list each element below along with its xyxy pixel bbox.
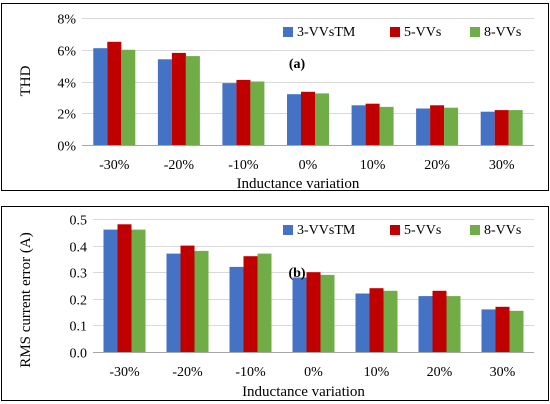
- x-tick-label: 30%: [489, 158, 515, 173]
- x-tick-label: 0%: [304, 365, 323, 380]
- x-tick-label: -30%: [109, 365, 140, 380]
- x-tick-label: 20%: [424, 158, 450, 173]
- y-tick-label: 0.4: [70, 241, 88, 256]
- legend-swatch-3-vvstm: [283, 225, 293, 235]
- y-axis-title: RMS current error (A): [18, 232, 34, 367]
- x-tick-label: -20%: [172, 365, 203, 380]
- legend-swatch-3-vvstm: [283, 27, 293, 37]
- bar-8-vvs--20%: [185, 56, 200, 145]
- x-axis-title: Inductance variation: [242, 384, 365, 400]
- bar-3-vvstm-20%: [418, 296, 433, 352]
- legend-swatch-8-vvs: [470, 27, 480, 37]
- bar-5-vvs--30%: [107, 41, 122, 145]
- y-tick-label: 0.1: [70, 320, 88, 335]
- bar-8-vvs-10%: [379, 106, 394, 145]
- y-tick-label: 0.5: [70, 214, 88, 229]
- bar-3-vvstm-30%: [481, 309, 496, 352]
- bar-3-vvstm-10%: [351, 105, 366, 145]
- x-tick-label: 10%: [364, 365, 390, 380]
- x-tick-label: -10%: [235, 365, 266, 380]
- legend-label: 3-VVsTM: [297, 223, 356, 238]
- bar-5-vvs-30%: [494, 110, 509, 145]
- bar-8-vvs-30%: [509, 310, 524, 352]
- panel-frame: [1, 3, 549, 191]
- bar-8-vvs-0%: [315, 93, 329, 145]
- y-tick-label: 0.0: [70, 347, 88, 362]
- bar-8-vvs-20%: [444, 107, 459, 145]
- legend-label: 8-VVs: [484, 25, 521, 40]
- bar-8-vvs--30%: [131, 229, 146, 352]
- legend-label: 5-VVs: [404, 25, 441, 40]
- bar-3-vvstm-20%: [416, 108, 431, 145]
- y-tick-label: 0.3: [70, 267, 88, 282]
- bar-5-vvs--20%: [180, 245, 195, 352]
- x-tick-label: -30%: [99, 158, 130, 173]
- legend-swatch-8-vvs: [470, 225, 480, 235]
- bar-8-vvs--10%: [250, 81, 265, 145]
- bar-5-vvs--20%: [171, 52, 186, 145]
- panel-frame: [1, 206, 549, 401]
- bar-5-vvs--10%: [236, 79, 251, 145]
- y-tick-label: 6%: [57, 45, 76, 60]
- legend-swatch-5-vvs: [390, 225, 400, 235]
- legend-label: 8-VVs: [484, 223, 521, 238]
- x-tick-label: 20%: [427, 365, 453, 380]
- legend-label: 5-VVs: [404, 223, 441, 238]
- bar-8-vvs-10%: [383, 290, 398, 352]
- bar-5-vvs-20%: [432, 290, 447, 352]
- x-tick-label: 0%: [299, 158, 318, 173]
- bar-5-vvs-10%: [365, 103, 380, 145]
- legend-swatch-5-vvs: [390, 27, 400, 37]
- y-axis-title: THD: [18, 65, 34, 96]
- bar-3-vvstm--20%: [157, 59, 172, 145]
- bar-8-vvs-0%: [320, 274, 335, 352]
- bar-8-vvs--20%: [194, 250, 209, 352]
- x-tick-label: 10%: [360, 158, 386, 173]
- bar-8-vvs-30%: [508, 110, 523, 145]
- x-tick-label: -10%: [228, 158, 259, 173]
- bar-3-vvstm--30%: [103, 229, 118, 352]
- bar-3-vvstm--10%: [229, 266, 244, 352]
- y-tick-label: 2%: [57, 108, 76, 123]
- y-tick-label: 8%: [57, 13, 76, 28]
- bar-3-vvstm--10%: [222, 83, 237, 145]
- y-tick-label: 0.2: [70, 294, 88, 309]
- bar-5-vvs-20%: [430, 105, 445, 145]
- bar-5-vvs--30%: [117, 224, 132, 352]
- x-tick-label: 30%: [490, 365, 516, 380]
- bar-8-vvs--30%: [121, 49, 136, 146]
- bar-3-vvstm-10%: [355, 293, 370, 352]
- x-tick-label: -20%: [164, 158, 195, 173]
- chart-panel-thd: 0% 2% 4% 6% 8% -30% -20% -10% 0% 10% 20% 30% Inducta…: [1, 3, 549, 192]
- bar-5-vvs--10%: [243, 256, 258, 352]
- panel-label: (a): [289, 57, 306, 72]
- bar-8-vvs--10%: [257, 253, 272, 352]
- bar-3-vvstm-0%: [292, 277, 307, 352]
- bar-5-vvs-0%: [301, 91, 315, 145]
- bar-3-vvstm--30%: [93, 48, 108, 146]
- y-tick-label: 4%: [57, 77, 76, 92]
- bar-3-vvstm--20%: [166, 253, 181, 352]
- bar-3-vvstm-30%: [480, 111, 495, 145]
- bar-3-vvstm-0%: [287, 94, 301, 145]
- bar-8-vvs-20%: [446, 296, 461, 352]
- x-axis-title: Inductance variation: [237, 176, 360, 192]
- panel-label: (b): [288, 266, 305, 281]
- bar-5-vvs-10%: [369, 288, 384, 352]
- bar-5-vvs-0%: [306, 272, 321, 352]
- y-tick-label: 0%: [57, 140, 76, 155]
- chart-panel-rms-error: 0.0 0.1 0.2 0.3 0.4 0.5 -30% -20% -10% 0% 10% 20% 30…: [1, 206, 549, 401]
- bar-5-vvs-30%: [495, 306, 510, 352]
- legend-label: 3-VVsTM: [297, 25, 356, 40]
